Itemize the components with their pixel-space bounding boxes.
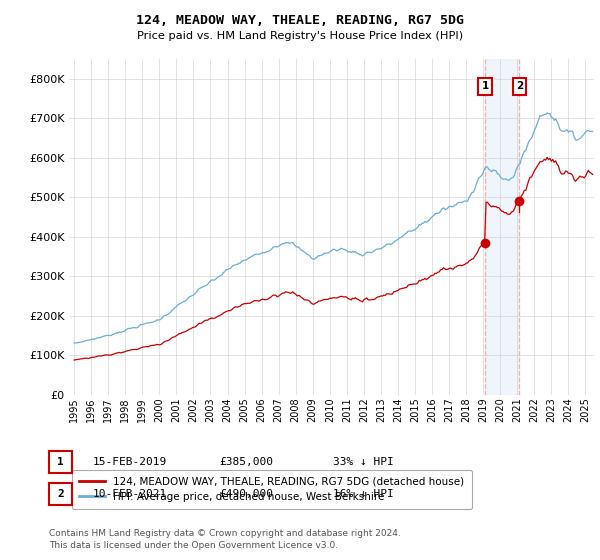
Bar [485, 59, 520, 395]
Text: 2: 2 [57, 489, 64, 499]
Text: 124, MEADOW WAY, THEALE, READING, RG7 5DG: 124, MEADOW WAY, THEALE, READING, RG7 5D… [136, 14, 464, 27]
Text: 16% ↓ HPI: 16% ↓ HPI [333, 489, 394, 499]
Text: 10-FEB-2021: 10-FEB-2021 [93, 489, 167, 499]
Text: 1: 1 [57, 457, 64, 467]
Text: 1: 1 [482, 81, 489, 91]
Text: 33% ↓ HPI: 33% ↓ HPI [333, 457, 394, 467]
Text: 2: 2 [516, 81, 523, 91]
Text: Contains HM Land Registry data © Crown copyright and database right 2024.
This d: Contains HM Land Registry data © Crown c… [49, 529, 401, 550]
Legend: 124, MEADOW WAY, THEALE, READING, RG7 5DG (detached house), HPI: Average price, : 124, MEADOW WAY, THEALE, READING, RG7 5D… [71, 470, 472, 509]
Text: Price paid vs. HM Land Registry's House Price Index (HPI): Price paid vs. HM Land Registry's House … [137, 31, 463, 41]
Text: £490,000: £490,000 [219, 489, 273, 499]
Text: 15-FEB-2019: 15-FEB-2019 [93, 457, 167, 467]
Text: £385,000: £385,000 [219, 457, 273, 467]
